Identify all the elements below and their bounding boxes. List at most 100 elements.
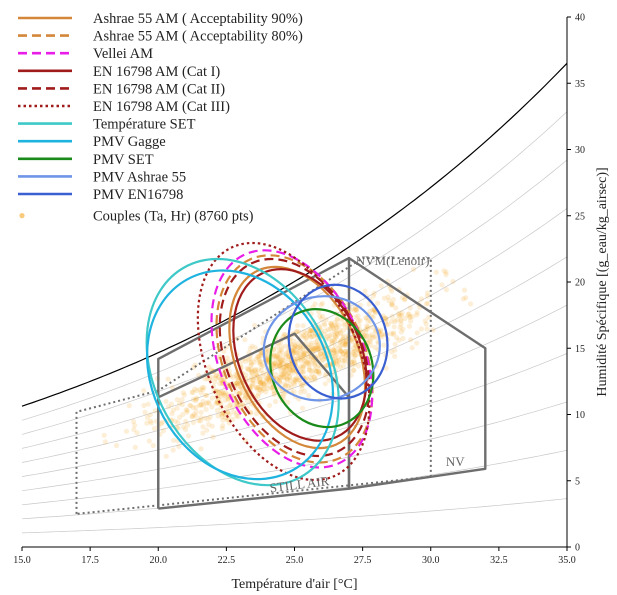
data-point <box>317 351 323 357</box>
data-point <box>313 345 319 351</box>
data-point <box>338 330 344 336</box>
data-point <box>335 362 341 368</box>
data-point <box>278 347 284 353</box>
data-point <box>282 369 288 375</box>
data-point <box>443 272 449 278</box>
data-point <box>398 321 404 327</box>
data-point <box>406 323 412 329</box>
data-point <box>340 350 346 357</box>
data-point <box>254 374 260 380</box>
data-point <box>363 326 369 332</box>
data-point <box>333 334 339 340</box>
data-point <box>314 364 320 371</box>
data-point <box>287 364 293 370</box>
data-point <box>306 358 312 364</box>
data-point <box>323 317 329 323</box>
data-point <box>396 337 402 343</box>
data-point <box>266 402 273 409</box>
data-point <box>290 367 296 373</box>
data-point <box>331 348 337 354</box>
data-point <box>255 393 261 399</box>
data-point <box>257 386 263 392</box>
data-point <box>313 369 319 375</box>
data-point <box>311 345 317 351</box>
data-point <box>300 352 307 358</box>
data-point <box>283 363 289 369</box>
rh-curve <box>21 111 568 421</box>
data-point <box>337 348 343 354</box>
data-point <box>213 400 219 406</box>
data-point <box>306 332 312 338</box>
data-point <box>283 382 289 388</box>
data-point <box>281 371 287 377</box>
data-point <box>423 301 429 307</box>
data-point <box>265 385 271 391</box>
data-point <box>209 423 215 429</box>
data-point <box>250 380 256 386</box>
data-point <box>283 350 289 356</box>
data-point <box>278 367 284 373</box>
annotation-still-air: STILL AIR <box>269 473 331 495</box>
data-point <box>398 317 404 323</box>
data-point <box>331 350 337 356</box>
data-point <box>198 402 204 408</box>
data-point <box>441 268 447 274</box>
data-point <box>185 433 192 439</box>
data-point <box>349 362 356 368</box>
data-point <box>243 395 249 401</box>
data-point <box>218 411 225 417</box>
data-point <box>253 370 259 376</box>
data-point <box>244 365 250 371</box>
data-point <box>301 352 307 358</box>
data-point <box>261 382 267 388</box>
data-point <box>343 338 349 345</box>
data-point <box>307 359 313 365</box>
data-point <box>333 334 339 340</box>
data-point <box>198 390 204 396</box>
data-point <box>200 424 206 430</box>
data-point <box>382 315 389 322</box>
data-point <box>334 317 340 323</box>
data-point <box>301 351 307 357</box>
data-point <box>279 372 285 378</box>
data-point <box>179 397 185 403</box>
y-axis-title: Humidité Spécifique [(g_eau/kg_airsec)] <box>595 167 610 396</box>
data-point <box>337 347 343 353</box>
data-point <box>183 418 189 424</box>
ellipse-temp-rature-set <box>145 257 340 487</box>
data-point <box>270 362 276 368</box>
data-point <box>301 364 307 370</box>
ellipse-en-16798-am-cat-iii <box>196 241 371 482</box>
data-point <box>249 369 255 375</box>
legend-label: Ashrae 55 AM ( Acceptability 90%) <box>93 11 303 27</box>
rh-curve <box>21 401 568 506</box>
data-point <box>369 332 375 338</box>
data-point <box>302 351 308 357</box>
data-point <box>351 357 357 363</box>
data-point <box>352 352 358 358</box>
data-point <box>254 411 260 417</box>
data-point <box>177 400 183 407</box>
data-point <box>340 327 347 333</box>
data-point <box>258 379 264 385</box>
data-point <box>367 308 373 314</box>
data-point <box>144 414 151 421</box>
data-point <box>255 385 261 391</box>
data-point <box>235 414 241 420</box>
data-point <box>230 374 236 380</box>
data-point <box>191 411 197 417</box>
data-point <box>283 366 289 372</box>
data-point <box>316 368 322 374</box>
data-point <box>312 362 318 368</box>
data-point <box>367 338 373 344</box>
data-point <box>352 307 358 313</box>
data-point <box>244 398 250 404</box>
data-point <box>284 362 290 368</box>
data-point <box>257 379 263 385</box>
data-point <box>306 331 312 337</box>
data-point <box>389 301 395 307</box>
data-point <box>371 334 377 340</box>
data-point <box>276 379 283 385</box>
data-point <box>306 364 312 370</box>
legend-marker <box>19 213 25 219</box>
